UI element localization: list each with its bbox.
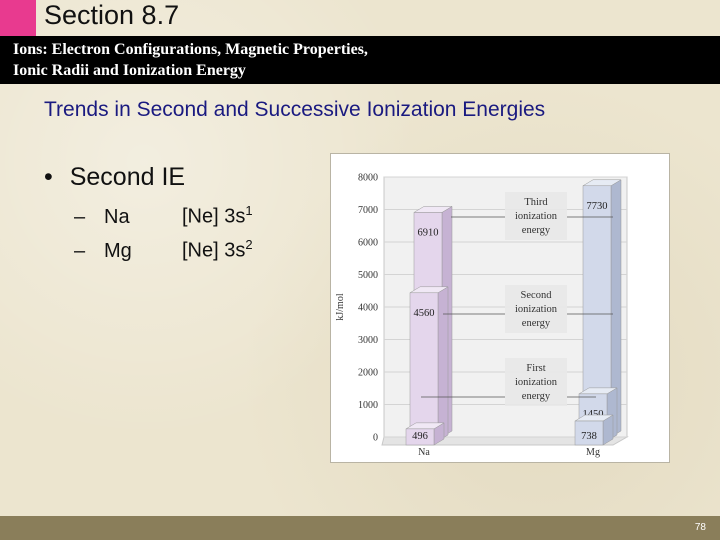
x-category-label: Na [418,447,430,458]
annotation-box [505,192,567,240]
x-category-label: Mg [586,447,600,458]
bar-side [437,286,449,442]
bullet-second-ie: • Second IE [44,163,185,192]
annotation-text: ionization [515,377,558,388]
sub-item-config: [Ne] 3s [182,239,246,262]
annotation-text: Third [524,197,548,208]
sub-item-superscript: 2 [245,237,253,252]
bar-na-2 [409,292,439,442]
chart-svg: 0 1000 2000 3000 4000 5000 6000 7000 8000 kJ/mol 6… [335,173,629,458]
bar-value-label: 496 [412,431,428,442]
y-tick-label: 8000 [358,173,378,184]
header-line-2: Ionic Radii and Ionization Energy [13,62,246,79]
bar-value-label: 4560 [414,308,435,319]
sub-item-superscript: 1 [245,203,253,218]
annotation-text: Second [521,290,553,301]
y-tick-label: 0 [373,433,378,444]
page-number: 78 [694,522,706,533]
annotation-text: ionization [515,304,558,315]
ionization-energy-chart: 0 1000 2000 3000 4000 5000 6000 7000 8000 kJ/mol 6… [330,153,670,463]
bar-na-1 [405,428,435,446]
section-title: Section 8.7 [44,0,180,30]
annotation-text: First [526,363,545,374]
y-tick-label: 7000 [358,205,378,216]
y-tick-label: 5000 [358,270,378,281]
bullet-text: Second IE [69,163,186,191]
header-line-1: Ions: Electron Configurations, Magnetic … [13,41,368,58]
annotation-box [505,358,567,406]
sub-item-na: – Na [Ne] 3s1 [74,203,253,229]
bullet-dot: • [44,163,53,191]
annotation-text: energy [522,391,551,402]
y-tick-label: 6000 [358,238,378,249]
y-tick-label: 1000 [358,400,378,411]
annotation-text: energy [522,318,551,329]
footer-bar: 78 [0,516,720,540]
bar-value-label: 738 [581,431,597,442]
sub-item-element: Na [104,205,130,228]
annotation-text: ionization [515,211,558,222]
sub-item-dash: – [74,205,86,228]
sub-item-config: [Ne] 3s [182,205,246,228]
y-tick-label: 4000 [358,303,378,314]
sub-item-mg: – Mg [Ne] 3s2 [74,237,253,263]
y-axis-label: kJ/mol [335,293,346,320]
bar-value-label: 6910 [418,227,439,238]
section-accent-tab [0,0,36,36]
bar-mg-1 [574,420,604,446]
slide-subtitle: Trends in Second and Successive Ionizati… [44,98,546,121]
annotation-box [505,285,567,333]
annotation-text: energy [522,225,551,236]
bar-value-label: 7730 [587,201,608,212]
sub-item-element: Mg [104,239,132,262]
header-bar: Ions: Electron Configurations, Magnetic … [0,36,720,84]
bar-value-label: 1450 [583,409,604,420]
y-tick-label: 2000 [358,368,378,379]
y-tick-label: 3000 [358,335,378,346]
sub-item-dash: – [74,239,86,262]
